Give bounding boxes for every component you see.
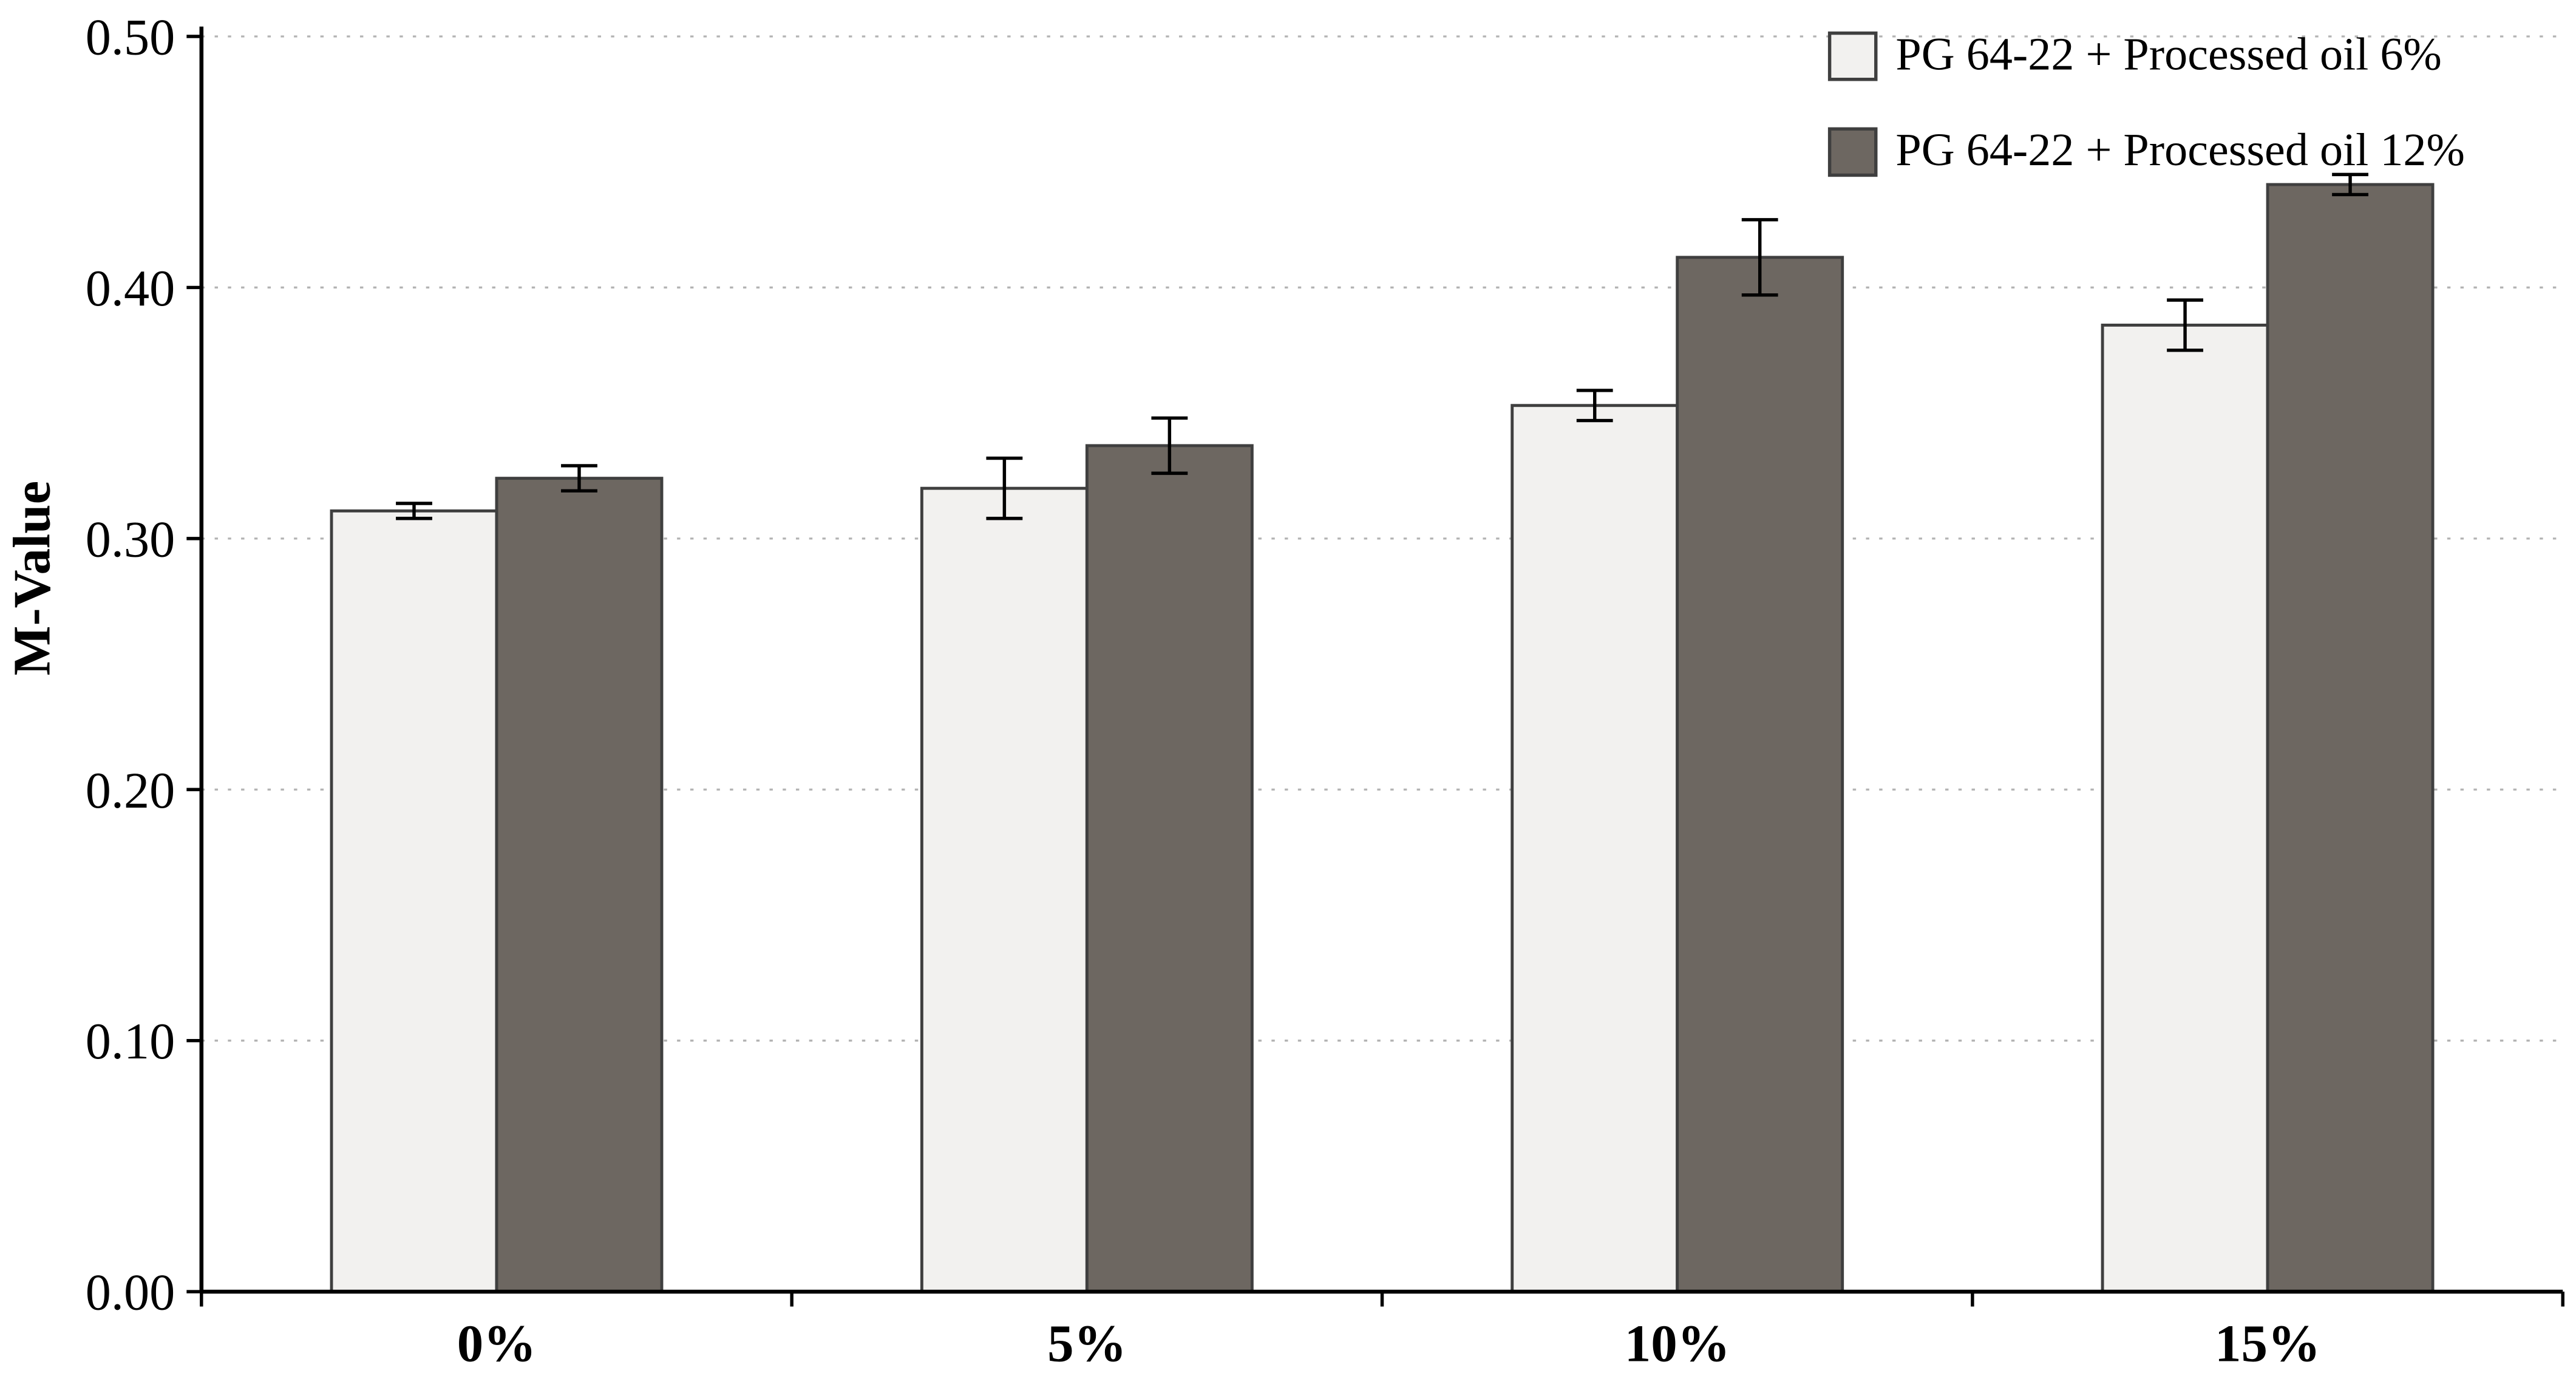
legend-label-series1: PG 64-22 + Processed oil 6% — [1895, 29, 2441, 80]
y-tick-label: 0.50 — [86, 10, 175, 66]
x-tick-labels: 0% 5% 10% 15% — [457, 1313, 2320, 1372]
y-tick-label: 0.30 — [86, 511, 175, 568]
bars — [330, 183, 2435, 1293]
bar — [1085, 444, 1254, 1293]
bar — [2266, 183, 2435, 1293]
y-tick-label: 0.20 — [86, 763, 175, 819]
y-tick-labels: 0.00 0.10 0.20 0.30 0.40 0.50 — [86, 10, 175, 1321]
x-tick-label: 5% — [1047, 1313, 1127, 1372]
bar — [1676, 256, 1844, 1293]
bar — [330, 509, 498, 1293]
bar — [2101, 323, 2269, 1293]
legend: PG 64-22 + Processed oil 6% PG 64-22 + P… — [1827, 29, 2465, 177]
y-tick-label: 0.40 — [86, 261, 175, 317]
y-tick-label: 0.00 — [86, 1265, 175, 1321]
x-tick-label: 0% — [457, 1313, 537, 1372]
error-bars — [396, 172, 2368, 520]
x-tick-label: 15% — [2215, 1313, 2320, 1372]
bar — [1511, 404, 1679, 1293]
legend-swatch-series1 — [1827, 31, 1878, 81]
axes — [186, 26, 2564, 1307]
y-tick-label: 0.10 — [86, 1013, 175, 1070]
bar — [920, 486, 1089, 1293]
y-axis-title: M-Value — [2, 481, 61, 676]
bar — [495, 477, 664, 1293]
x-tick-label: 10% — [1625, 1313, 1730, 1372]
legend-swatch-series2 — [1827, 127, 1878, 177]
legend-label-series2: PG 64-22 + Processed oil 12% — [1895, 124, 2465, 175]
